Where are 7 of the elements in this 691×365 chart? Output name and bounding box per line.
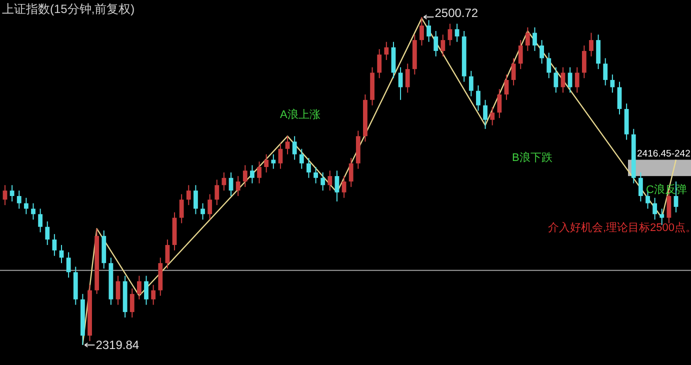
annotation: 2500.72 — [434, 6, 478, 20]
annotation: 介入好机会,理论目标2500点。 — [548, 221, 691, 234]
band-label: 2416.45-242 — [637, 148, 690, 160]
annotation: A浪上涨 — [280, 108, 320, 121]
annotation: B浪下跌 — [512, 151, 552, 164]
chart-title: 上证指数(15分钟,前复权) — [2, 2, 135, 16]
annotation: 2319.84 — [96, 338, 140, 352]
